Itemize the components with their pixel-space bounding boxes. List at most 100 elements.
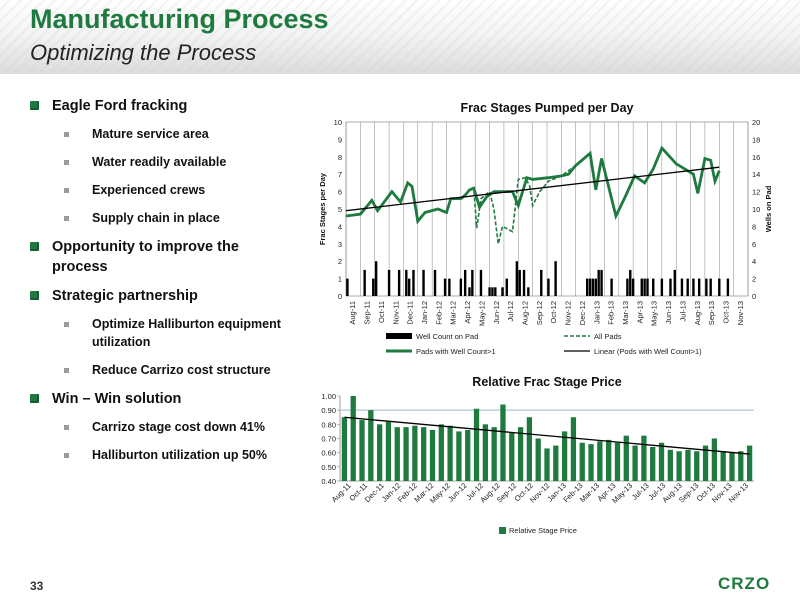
well-count-bar xyxy=(491,287,494,296)
x-tick-label: Dec-12 xyxy=(578,301,587,325)
company-logo: CRZO xyxy=(718,574,771,593)
x-tick-label: Mar-12 xyxy=(449,301,458,325)
price-bar xyxy=(421,427,427,481)
x-tick-label: Aug-13 xyxy=(693,301,702,325)
price-bar xyxy=(711,438,718,481)
price-bar xyxy=(473,408,480,481)
well-count-bar xyxy=(646,278,649,296)
page-number: 33 xyxy=(30,579,44,593)
price-bar xyxy=(658,442,665,481)
well-count-bar xyxy=(600,269,603,296)
x-tick-label: Feb-12 xyxy=(434,301,443,325)
y2-tick-label: 14 xyxy=(752,170,760,179)
well-count-bar xyxy=(591,278,595,296)
legend-label: Linear (Pods with Well Count>1) xyxy=(594,347,702,356)
y-tick-label: 4 xyxy=(338,222,342,231)
price-bar xyxy=(482,424,488,481)
well-count-bar xyxy=(522,269,526,296)
legend-label: Relative Stage Price xyxy=(509,526,577,535)
well-count-bar xyxy=(629,269,632,296)
well-count-bar xyxy=(697,278,701,296)
price-bar xyxy=(746,445,753,481)
y-tick-label: 3 xyxy=(338,240,342,249)
price-bar xyxy=(447,425,453,481)
price-bar xyxy=(376,424,383,481)
price-bar xyxy=(465,430,471,481)
well-count-bar xyxy=(471,269,474,296)
x-tick-label: Jul-12 xyxy=(506,301,515,321)
x-tick-label: Sep-12 xyxy=(535,301,544,325)
price-bar xyxy=(526,417,533,481)
well-count-bar xyxy=(387,269,391,296)
price-bar xyxy=(676,451,682,481)
x-tick-label: Jul-13 xyxy=(630,481,651,502)
well-count-bar xyxy=(515,261,519,296)
well-count-bar xyxy=(686,278,689,296)
well-count-bar xyxy=(652,278,655,296)
multi-pads-line xyxy=(345,145,721,225)
x-tick-label: Sep-13 xyxy=(707,301,716,325)
price-bar xyxy=(456,431,462,481)
well-count-bar xyxy=(726,278,730,296)
price-bar xyxy=(403,427,409,481)
x-tick-label: Dec-11 xyxy=(406,301,415,325)
price-bar xyxy=(561,431,568,481)
y-tick-label: 0.90 xyxy=(321,406,336,415)
y2-tick-label: 4 xyxy=(752,257,756,266)
price-bar xyxy=(394,427,400,481)
x-tick-label: Oct-12 xyxy=(549,301,558,324)
well-count-bar xyxy=(640,278,643,296)
well-count-bar xyxy=(468,287,471,296)
well-count-bar xyxy=(459,278,463,296)
well-count-bar xyxy=(588,278,592,296)
well-count-bar xyxy=(692,278,695,296)
well-count-bar xyxy=(554,261,557,296)
sub-bullet-item: Water readily available xyxy=(30,153,290,171)
page-subtitle: Optimizing the Process xyxy=(30,40,257,65)
relative-price-chart: Relative Frac Stage Price 0.40 0.50 0.60 0.7… xyxy=(321,375,754,535)
well-count-bar xyxy=(463,269,467,296)
price-bar xyxy=(694,451,700,481)
x-tick-label: Jun-12 xyxy=(446,481,469,504)
well-count-bar xyxy=(405,269,408,296)
well-count-bar xyxy=(660,278,664,296)
well-count-bar xyxy=(673,269,676,296)
price-bar xyxy=(667,449,673,481)
well-count-bar xyxy=(407,278,411,296)
price-bar xyxy=(702,445,709,481)
price-bar xyxy=(579,442,585,481)
well-count-bar xyxy=(488,287,491,296)
header-banner: Manufacturing Process Optimizing the Pro… xyxy=(0,0,800,74)
y2-tick-label: 8 xyxy=(752,222,756,231)
well-count-bar xyxy=(527,287,530,296)
x-tick-label: Feb-13 xyxy=(607,301,616,325)
y-tick-label: 1 xyxy=(338,275,342,284)
chart-title: Relative Frac Stage Price xyxy=(472,375,621,389)
y2-axis-label: Wells on Pad xyxy=(764,185,773,232)
y2-tick-label: 20 xyxy=(752,118,760,127)
header-texture xyxy=(0,0,800,74)
well-count-bar xyxy=(626,278,629,296)
well-count-bar xyxy=(718,278,721,296)
price-bar xyxy=(350,396,356,481)
y2-tick-label: 2 xyxy=(752,275,756,284)
sub-bullet-item: Reduce Carrizo cost structure xyxy=(30,361,290,379)
x-tick-label: May-13 xyxy=(650,301,659,326)
price-bar xyxy=(438,424,444,481)
sub-bullet-item: Mature service area xyxy=(30,125,290,143)
y-tick-label: 10 xyxy=(334,118,342,127)
y-tick-label: 1.00 xyxy=(321,392,336,401)
y-tick-label: 0.40 xyxy=(321,477,336,486)
bullet-item: Eagle Ford fracking xyxy=(30,96,290,116)
chart-title: Frac Stages Pumped per Day xyxy=(461,101,634,115)
y2-tick-label: 18 xyxy=(752,135,760,144)
legend-label: Well Count on Pad xyxy=(416,332,478,341)
y2-tick-label: 6 xyxy=(752,240,756,249)
well-count-bar xyxy=(397,269,401,296)
y2-tick-label: 16 xyxy=(752,153,760,162)
price-bar xyxy=(606,439,612,481)
bullet-item: Strategic partnership xyxy=(30,286,290,306)
y-tick-label: 2 xyxy=(338,257,342,266)
price-bar xyxy=(544,448,550,481)
y-tick-label: 0.70 xyxy=(321,435,336,444)
